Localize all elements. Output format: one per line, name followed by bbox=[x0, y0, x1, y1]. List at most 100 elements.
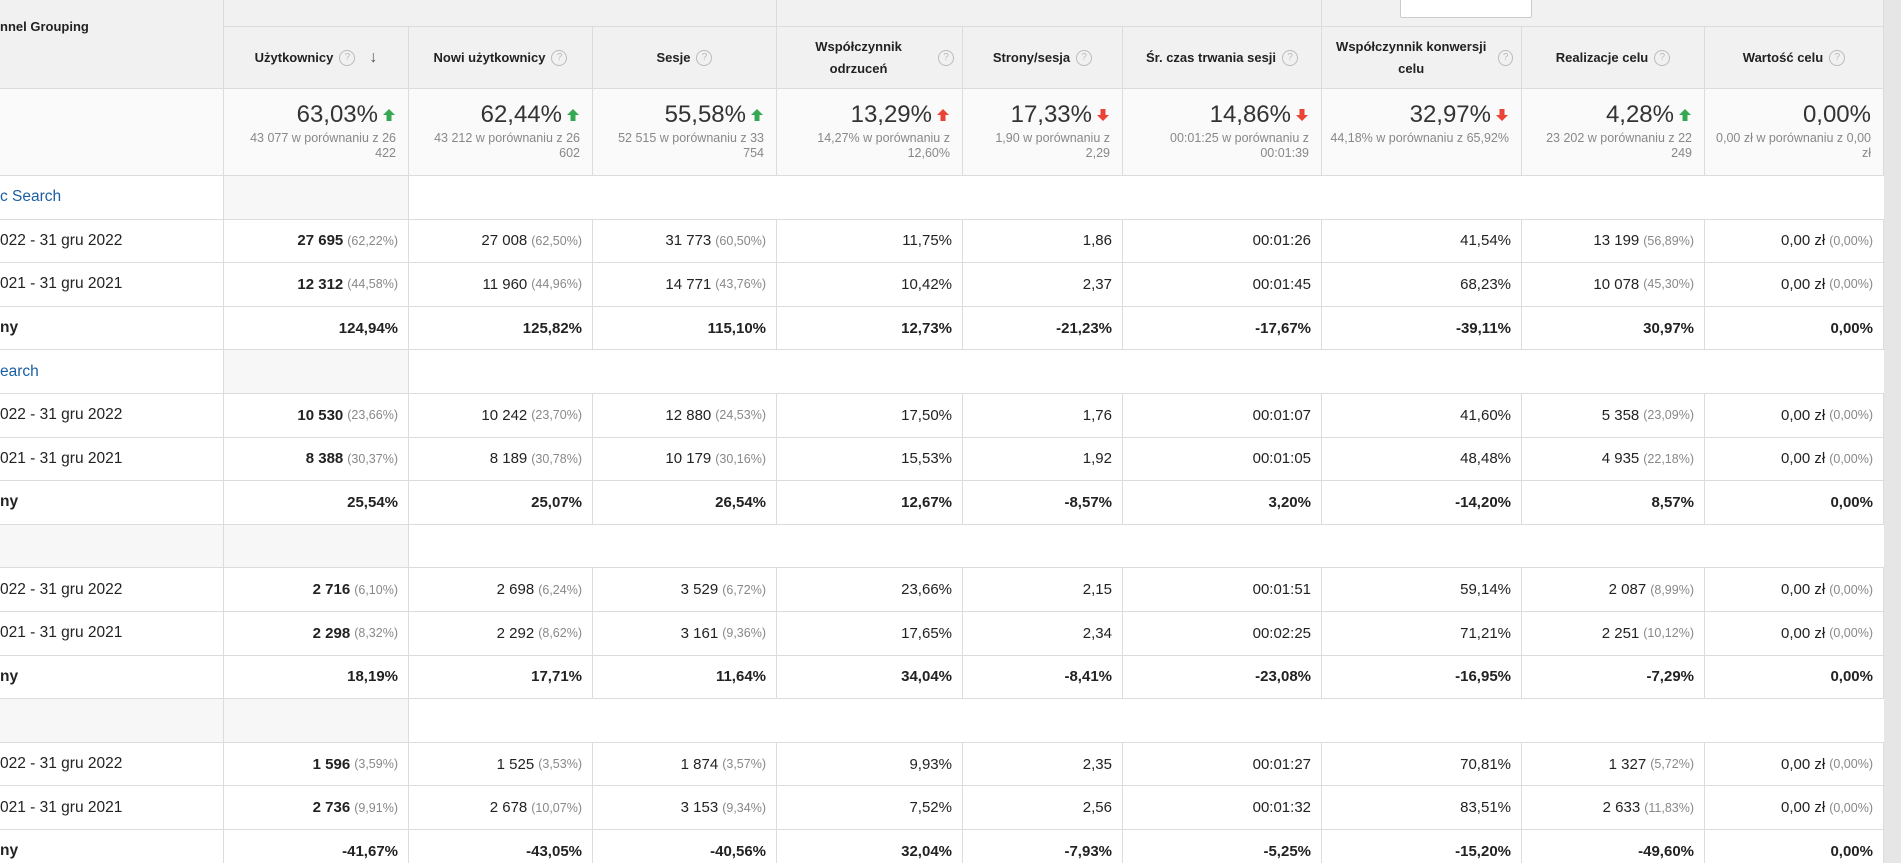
data-cell: 2,15 bbox=[963, 568, 1123, 612]
data-cell: 9,93% bbox=[777, 742, 963, 787]
cell-value: 17,71% bbox=[531, 668, 582, 686]
trend-arrow bbox=[937, 109, 949, 121]
data-cell: 15,53% bbox=[777, 437, 963, 482]
column-header[interactable]: Użytkownicy? ↓ bbox=[224, 27, 409, 89]
cell-value: 00:01:51 bbox=[1252, 581, 1311, 599]
header-text[interactable]: Użytkownicy bbox=[254, 49, 334, 65]
cell-value: 00:01:26 bbox=[1252, 232, 1311, 250]
data-cell: 34,04% bbox=[777, 655, 963, 700]
group-link[interactable]: c Search bbox=[0, 188, 62, 206]
summary-cell: 32,97% 44,18% w porównaniu z 65,92% bbox=[1322, 89, 1522, 176]
data-cell: 1,92 bbox=[963, 437, 1123, 482]
column-header[interactable]: Współczynnik odrzuceń? bbox=[777, 27, 963, 89]
header-text[interactable]: Śr. czas trwania sesji bbox=[1145, 49, 1277, 65]
data-cell: 0,00% bbox=[1705, 655, 1884, 700]
cell-value: 12 880 bbox=[665, 406, 712, 424]
group-fill bbox=[224, 176, 409, 220]
summary-value: 4,28% bbox=[1605, 101, 1674, 128]
cell-share: (62,22%) bbox=[347, 233, 398, 248]
header-text[interactable]: Strony/sesja bbox=[992, 49, 1071, 65]
trend-arrow bbox=[1097, 109, 1109, 121]
row-label: ny bbox=[0, 481, 224, 525]
cell-share: (44,96%) bbox=[531, 277, 582, 292]
row-label: 021 - 31 gru 2021 bbox=[0, 786, 224, 830]
cell-value: 3 153 bbox=[680, 799, 719, 817]
column-header[interactable]: Realizacje celu? bbox=[1522, 27, 1705, 89]
cell-value: 17,50% bbox=[901, 406, 952, 424]
column-header[interactable]: Śr. czas trwania sesji? bbox=[1123, 27, 1322, 89]
summary-cell: 55,58% 52 515 w porównaniu z 33 754 bbox=[593, 89, 777, 176]
data-cell: 3 153 (9,34%) bbox=[593, 786, 777, 830]
cell-value: 10 179 bbox=[665, 450, 712, 468]
group-link[interactable]: earch bbox=[0, 362, 39, 380]
summary-value: 62,44% bbox=[480, 101, 562, 128]
data-cell: 25,54% bbox=[224, 481, 409, 525]
summary-value: 14,86% bbox=[1209, 101, 1291, 128]
data-cell: 1 596 (3,59%) bbox=[224, 742, 409, 787]
data-cell: 27 008 (62,50%) bbox=[409, 219, 593, 264]
row-label: 022 - 31 gru 2022 bbox=[0, 742, 224, 787]
group-label[interactable]: earch bbox=[0, 350, 224, 394]
data-cell: -21,23% bbox=[963, 306, 1123, 351]
cell-value: 41,54% bbox=[1460, 232, 1511, 250]
data-cell: 0,00 zł (0,00%) bbox=[1705, 219, 1884, 264]
column-header[interactable]: Sesje? bbox=[593, 27, 777, 89]
cell-value: 2,34 bbox=[1082, 624, 1112, 642]
header-text[interactable]: Współczynnik konwersji celu bbox=[1336, 38, 1487, 76]
cell-share: (43,76%) bbox=[715, 277, 766, 292]
help-icon: ? bbox=[696, 49, 713, 66]
data-cell: 115,10% bbox=[593, 306, 777, 351]
cell-value: -21,23% bbox=[1056, 319, 1112, 337]
data-cell: 0,00 zł (0,00%) bbox=[1705, 437, 1884, 482]
column-header[interactable]: Współczynnik konwersji celu? bbox=[1322, 27, 1522, 89]
cell-value: 32,04% bbox=[901, 842, 952, 860]
column-header[interactable]: Strony/sesja? bbox=[963, 27, 1123, 89]
column-header[interactable]: Wartość celu? bbox=[1705, 27, 1884, 89]
summary-value: 55,58% bbox=[664, 101, 746, 128]
data-cell: 2 251 (10,12%) bbox=[1522, 612, 1705, 656]
cell-share: (0,00%) bbox=[1829, 757, 1873, 772]
cell-value: 11,64% bbox=[715, 668, 766, 686]
cell-share: (23,66%) bbox=[347, 408, 398, 423]
data-cell: 68,23% bbox=[1322, 263, 1522, 307]
header-text[interactable]: Współczynnik odrzuceń bbox=[815, 38, 902, 76]
header-text[interactable]: Nowi użytkownicy bbox=[433, 49, 546, 65]
cell-value: 00:01:05 bbox=[1252, 450, 1311, 468]
cell-share: (23,70%) bbox=[531, 408, 582, 423]
cell-share: (30,78%) bbox=[531, 451, 582, 466]
group-label[interactable]: c Search bbox=[0, 176, 224, 220]
summary-main: 13,29% bbox=[785, 101, 950, 129]
data-cell: 00:01:51 bbox=[1123, 568, 1322, 612]
header-text[interactable]: Wartość celu bbox=[1742, 49, 1824, 65]
cell-value: -8,57% bbox=[1064, 493, 1112, 511]
data-cell: 0,00% bbox=[1705, 481, 1884, 525]
data-cell: 11,75% bbox=[777, 219, 963, 264]
cell-value: 2 292 bbox=[496, 624, 535, 642]
cell-value: 71,21% bbox=[1460, 624, 1511, 642]
header-text[interactable]: Realizacje celu bbox=[1555, 49, 1649, 65]
help-icon: ? bbox=[551, 49, 568, 66]
data-cell: -17,67% bbox=[1123, 306, 1322, 351]
column-header[interactable]: Nowi użytkownicy? bbox=[409, 27, 593, 89]
data-cell: 124,94% bbox=[224, 306, 409, 351]
cell-value: 3,20% bbox=[1268, 493, 1311, 511]
cell-share: (56,89%) bbox=[1643, 233, 1694, 248]
cell-share: (22,18%) bbox=[1643, 451, 1694, 466]
cell-value: 27 695 bbox=[297, 232, 344, 250]
cell-value: 1 874 bbox=[680, 755, 719, 773]
summary-main: 4,28% bbox=[1530, 101, 1692, 129]
data-cell: 83,51% bbox=[1322, 786, 1522, 830]
row-label: 022 - 31 gru 2022 bbox=[0, 219, 224, 264]
group-fill bbox=[224, 524, 409, 569]
data-cell: 2 633 (11,83%) bbox=[1522, 786, 1705, 830]
header-text[interactable]: Sesje bbox=[656, 49, 691, 65]
summary-cell: 0,00% 0,00 zł w porównaniu z 0,00 zł bbox=[1705, 89, 1884, 176]
cell-value: 12 312 bbox=[297, 275, 344, 293]
data-cell: 0,00 zł (0,00%) bbox=[1705, 568, 1884, 612]
summary-cell: 14,86% 00:01:25 w porównaniu z 00:01:39 bbox=[1123, 89, 1322, 176]
data-cell: 12,67% bbox=[777, 481, 963, 525]
cell-value: 0,00% bbox=[1830, 319, 1873, 337]
summary-value: 17,33% bbox=[1010, 101, 1092, 128]
summary-cell: 63,03% 43 077 w porównaniu z 26 422 bbox=[224, 89, 409, 176]
arrow-shape bbox=[383, 109, 395, 121]
